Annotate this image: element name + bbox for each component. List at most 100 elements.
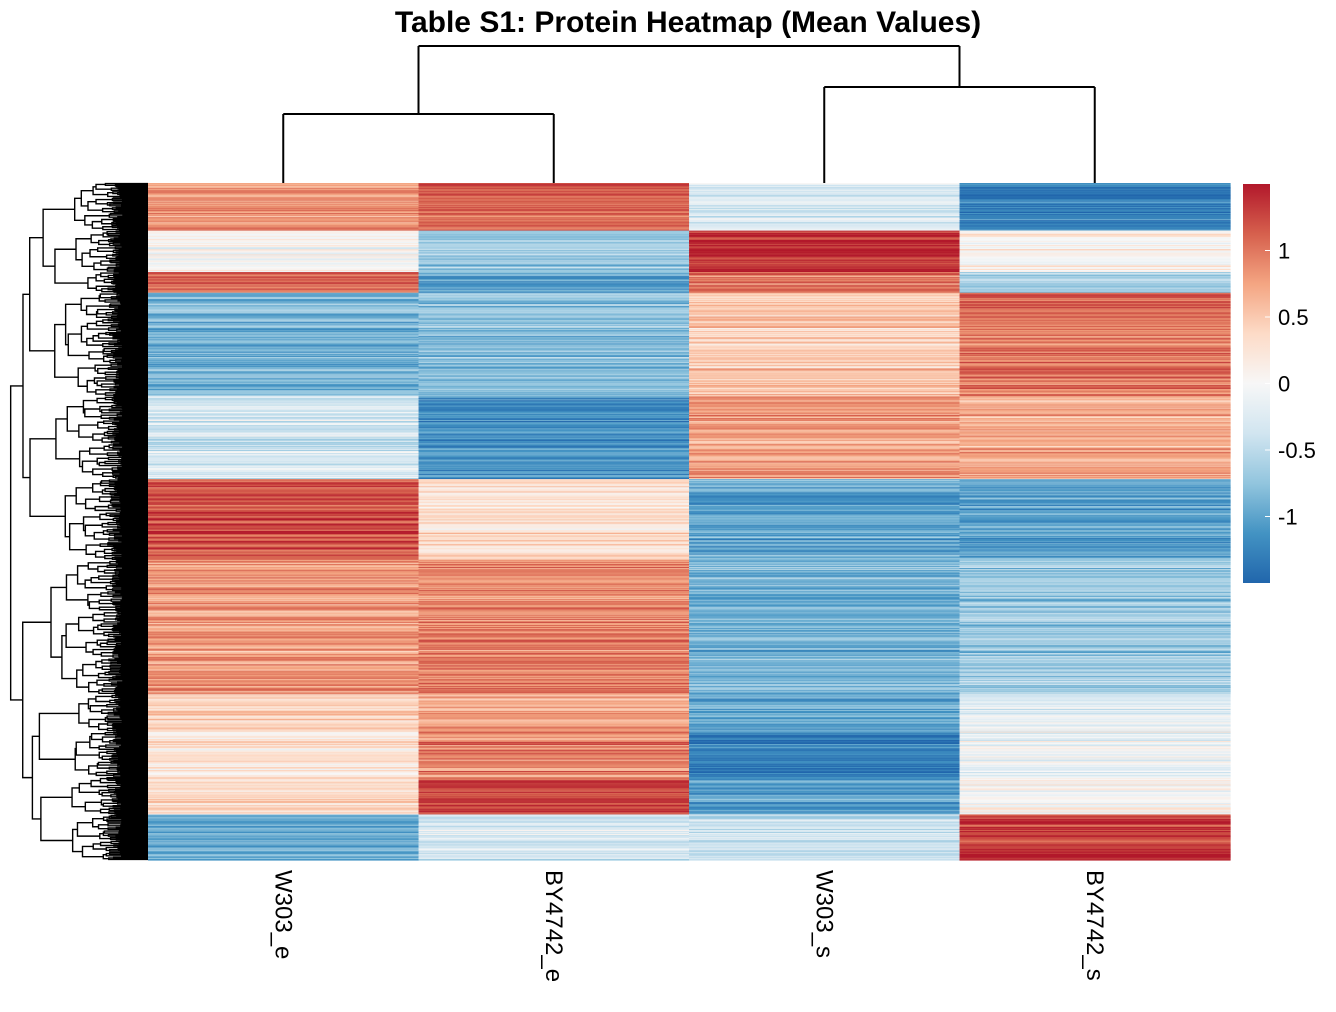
heatmap-cell [959, 437, 1231, 440]
heatmap-cell [148, 692, 420, 694]
heatmap-cell [418, 511, 690, 513]
heatmap-cell [418, 594, 690, 597]
heatmap-cell [418, 675, 690, 678]
heatmap-cell [148, 270, 420, 273]
heatmap-cell [418, 512, 690, 514]
heatmap-cell [689, 381, 961, 384]
heatmap-cell [689, 574, 961, 576]
heatmap-cell [959, 733, 1231, 736]
heatmap-cell [689, 666, 961, 669]
heatmap-cell [418, 401, 690, 404]
heatmap-cell [148, 694, 420, 697]
heatmap-cell [689, 276, 961, 278]
legend-tick-label: -1 [1278, 505, 1298, 530]
heatmap-cell [418, 261, 690, 264]
heatmap-cell [959, 481, 1231, 483]
heatmap-cell [148, 562, 420, 565]
heatmap-cell [148, 743, 420, 745]
heatmap-cell [959, 516, 1231, 518]
heatmap-cell [148, 656, 420, 658]
heatmap-cell [148, 296, 420, 299]
heatmap-cell [418, 834, 690, 836]
heatmap-cell [418, 405, 690, 408]
heatmap-cell [148, 399, 420, 401]
heatmap-cell [418, 707, 690, 710]
heatmap-cell [148, 857, 420, 860]
heatmap-cell [959, 350, 1231, 353]
heatmap-cell [148, 776, 420, 778]
heatmap-cell [689, 431, 961, 434]
heatmap-cell [959, 782, 1231, 784]
heatmap-cell [959, 640, 1231, 643]
heatmap-cell [959, 192, 1231, 194]
heatmap-cell [148, 855, 420, 858]
heatmap-cell [148, 810, 420, 812]
heatmap-cell [418, 692, 690, 694]
heatmap-cell [148, 668, 420, 671]
heatmap-cell [148, 800, 420, 803]
heatmap-cell [689, 785, 961, 788]
heatmap-cell [959, 289, 1231, 292]
heatmap-cell [689, 678, 961, 681]
heatmap-cell [689, 401, 961, 404]
heatmap-cell [148, 564, 420, 567]
heatmap-cell [418, 317, 690, 320]
heatmap-cell [148, 579, 420, 582]
heatmap-cell [148, 386, 420, 389]
heatmap-cell [418, 387, 690, 390]
heatmap-cell [689, 819, 961, 822]
heatmap-cell [689, 196, 961, 199]
heatmap-cell [148, 400, 420, 403]
heatmap-cell [689, 310, 961, 312]
heatmap-cell [418, 678, 690, 681]
heatmap-cell [689, 527, 961, 530]
heatmap-cell [959, 488, 1231, 491]
heatmap-cell [148, 357, 420, 360]
heatmap-cell [959, 529, 1231, 532]
heatmap-cell [689, 732, 961, 735]
heatmap-cell [418, 429, 690, 432]
heatmap-cell [418, 276, 690, 278]
heatmap-cell [148, 192, 420, 194]
heatmap-cell [418, 372, 690, 375]
heatmap-cell [418, 710, 690, 713]
heatmap-cell [689, 611, 961, 614]
heatmap-cell [148, 730, 420, 733]
heatmap-cell [418, 793, 690, 796]
heatmap-cell [689, 369, 961, 371]
heatmap-cell [959, 474, 1231, 477]
heatmap-cell [689, 810, 961, 812]
heatmap-cell [959, 755, 1231, 758]
heatmap-cell [148, 791, 420, 794]
heatmap-cell [959, 216, 1231, 218]
heatmap-cell [418, 631, 690, 633]
heatmap-cell [959, 648, 1231, 651]
heatmap-cell [418, 183, 690, 185]
heatmap-cell [418, 472, 690, 475]
heatmap-cell [689, 375, 961, 378]
heatmap-cell [689, 213, 961, 215]
heatmap-cell [689, 496, 961, 499]
heatmap-cell [418, 702, 690, 705]
heatmap-cell [148, 544, 420, 546]
heatmap-cell [148, 348, 420, 351]
heatmap-cell [148, 660, 420, 662]
heatmap-cell [689, 559, 961, 562]
heatmap-cell [418, 717, 690, 719]
heatmap-cell [418, 247, 690, 249]
heatmap-cell [148, 820, 420, 823]
heatmap-cell [689, 265, 961, 268]
heatmap-cell [418, 644, 690, 647]
heatmap-cell [959, 727, 1231, 730]
heatmap-cell [148, 511, 420, 513]
heatmap-cell [148, 522, 420, 525]
heatmap-cell [418, 854, 690, 857]
heatmap-cell [148, 513, 420, 515]
heatmap-cell [418, 367, 690, 369]
heatmap-cell [148, 569, 420, 571]
heatmap-cell [959, 460, 1231, 463]
heatmap-cell [959, 504, 1231, 507]
heatmap-cell [148, 805, 420, 807]
heatmap-cell [148, 658, 420, 660]
heatmap-cell [418, 816, 690, 819]
